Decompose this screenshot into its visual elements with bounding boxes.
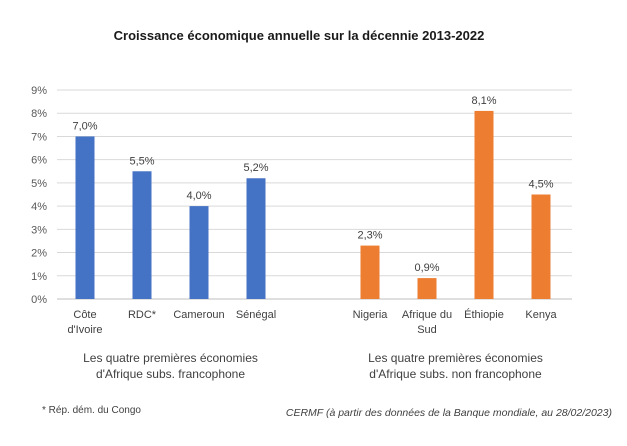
group-label: Les quatre premières économies (368, 351, 543, 365)
source-note: CERMF (à partir des données de la Banque… (286, 407, 612, 419)
bar (531, 194, 551, 299)
category-label: Cameroun (173, 309, 224, 321)
group-label: d'Afrique subs. francophone (96, 367, 245, 381)
bar (132, 171, 152, 299)
category-labels: Côte d'Ivoire RDC* Cameroun Sénégal Nigeria Af… (67, 308, 557, 336)
y-tick-label: 0% (31, 294, 47, 306)
data-label: 7,0% (72, 120, 97, 132)
y-tick-label: 7% (31, 131, 47, 143)
data-label: 4,5% (528, 179, 553, 191)
bar (417, 278, 437, 299)
category-label: Éthiopie (464, 308, 504, 321)
category-label: Sud (417, 324, 437, 336)
category-label: Nigeria (353, 309, 389, 321)
bar (360, 245, 380, 299)
y-tick-label: 6% (31, 155, 47, 167)
data-label: 8,1% (471, 95, 496, 107)
data-label: 2,3% (357, 230, 382, 242)
category-label: Côte (73, 309, 96, 321)
data-label: 0,9% (414, 262, 439, 274)
chart-title: Croissance économique annuelle sur la dé… (114, 28, 485, 43)
group-label: d'Afrique subs. non francophone (369, 367, 542, 381)
category-label: Kenya (525, 309, 557, 321)
category-label: Sénégal (236, 309, 276, 321)
y-tick-label: 5% (31, 178, 47, 190)
group-label: Les quatre premières économies (83, 351, 258, 365)
category-label: RDC* (128, 309, 157, 321)
footnote: * Rép. dém. du Congo (42, 405, 141, 416)
y-axis-ticks: 0% 1% 2% 3% 4% 5% 6% 7% 8% 9% (31, 85, 47, 306)
category-label: Afrique du (402, 309, 452, 321)
y-tick-label: 4% (31, 201, 47, 213)
value-labels: 7,0% 5,5% 4,0% 5,2% 2,3% 0,9% 8,1% 4,5% (72, 95, 553, 274)
bar (246, 178, 266, 299)
group-labels: Les quatre premières économies d'Afrique … (83, 351, 543, 381)
category-label: d'Ivoire (67, 324, 102, 336)
data-label: 5,2% (243, 162, 268, 174)
y-tick-label: 3% (31, 224, 47, 236)
bar (189, 206, 209, 299)
y-tick-label: 1% (31, 271, 47, 283)
y-tick-label: 9% (31, 85, 47, 97)
bar (75, 136, 95, 299)
data-label: 5,5% (129, 155, 154, 167)
bars (75, 110, 551, 300)
data-label: 4,0% (186, 190, 211, 202)
y-tick-label: 2% (31, 248, 47, 260)
y-tick-label: 8% (31, 108, 47, 120)
bar (474, 110, 494, 300)
